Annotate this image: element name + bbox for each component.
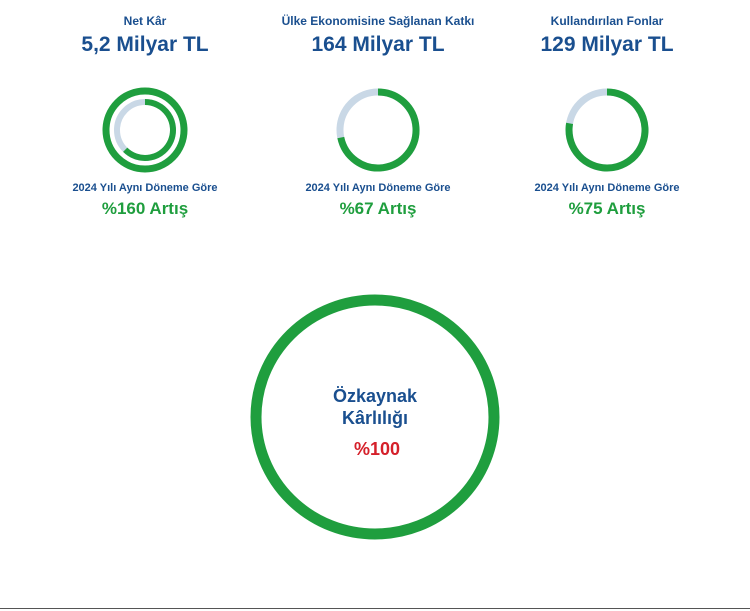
kpi-compare-label: 2024 Yılı Aynı Döneme Göre: [305, 182, 451, 194]
kpi-change: %160 Artış: [101, 199, 189, 218]
donut-chart-funds-utilized: [565, 88, 649, 172]
roe-ring: [250, 294, 500, 540]
bottom-divider: [0, 608, 750, 609]
donut-chart-net-profit: [102, 87, 188, 173]
kpi-value: 129 Milyar TL: [540, 33, 674, 56]
kpi-compare-label: 2024 Yılı Aynı Döneme Göre: [534, 182, 680, 194]
kpi-change: %67 Artış: [339, 199, 417, 218]
kpi-title: Net Kâr: [123, 14, 167, 28]
kpi-title: Kullandırılan Fonlar: [550, 14, 664, 28]
roe-label-line-1: Özkaynak: [332, 386, 418, 406]
roe-label-line-2: Kârlılığı: [341, 408, 408, 428]
donut-outer-ring: [102, 87, 188, 173]
roe-label: Özkaynak Kârlılığı: [249, 385, 501, 429]
kpi-title: Ülke Ekonomisine Sağlanan Katkı: [281, 14, 475, 28]
donut-inner-arc: [123, 99, 176, 161]
donut-arc: [337, 88, 420, 172]
donut-chart-economy-contribution: [336, 88, 420, 172]
kpi-compare-label: 2024 Yılı Aynı Döneme Göre: [72, 182, 218, 194]
donut-arc: [565, 88, 649, 172]
roe-value: %100: [353, 439, 401, 459]
kpi-value: 164 Milyar TL: [311, 33, 445, 56]
roe-ring-stroke: [250, 294, 500, 540]
kpi-value: 5,2 Milyar TL: [81, 33, 209, 56]
kpi-change: %75 Artış: [568, 199, 646, 218]
roe-circle: Özkaynak Kârlılığı %100: [249, 293, 501, 541]
